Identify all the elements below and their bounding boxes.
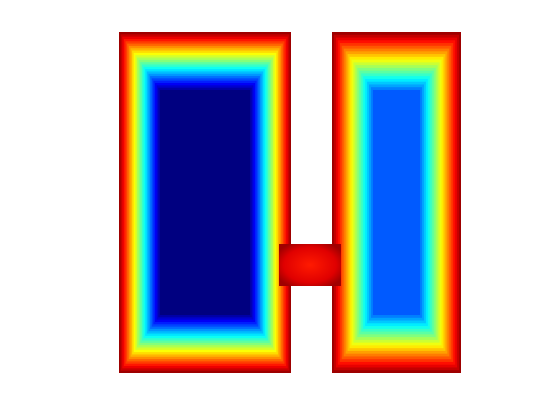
contour-band bbox=[372, 89, 421, 316]
right-rectangle bbox=[332, 32, 461, 373]
connecting-bridge bbox=[279, 244, 341, 286]
contour-band bbox=[159, 89, 251, 316]
left-rectangle bbox=[119, 32, 291, 373]
